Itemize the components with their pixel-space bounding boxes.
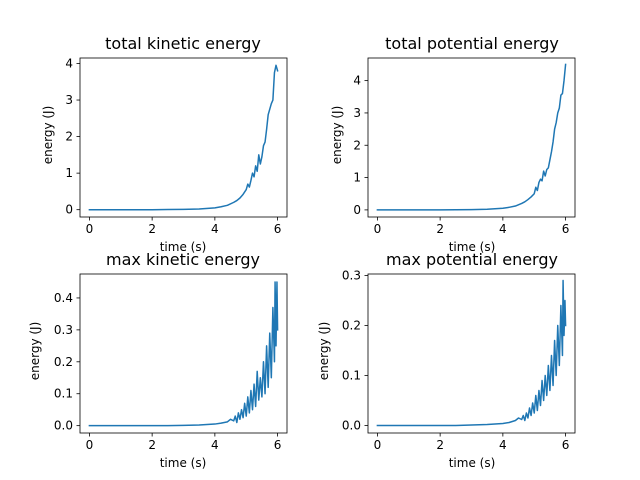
x-axis-label: time (s): [160, 240, 207, 254]
y-tick-label: 0.1: [54, 387, 73, 401]
x-tick-label: 4: [499, 222, 507, 236]
y-tick-label: 0.3: [54, 323, 73, 337]
x-tick-label: 2: [148, 222, 156, 236]
x-tick-label: 6: [274, 222, 282, 236]
panel-max-potential-energy: max potential energy time (s) energy (J)…: [317, 250, 576, 470]
x-tick-label: 2: [436, 438, 444, 452]
y-tick-label: 0.0: [342, 419, 361, 433]
axes-frame: [367, 57, 576, 218]
x-tick-label: 2: [436, 222, 444, 236]
y-axis-label: energy (J): [41, 106, 55, 165]
x-tick-label: 6: [562, 222, 570, 236]
y-tick-label: 0: [65, 203, 73, 217]
y-tick-label: 1: [353, 171, 361, 185]
x-tick-label: 0: [86, 438, 94, 452]
y-tick-label: 0.3: [342, 269, 361, 283]
y-tick-label: 3: [353, 106, 361, 120]
y-tick-label: 0.2: [342, 319, 361, 333]
y-axis-label: energy (J): [28, 322, 42, 381]
panel-total-potential-energy: total potential energy time (s) energy (…: [330, 34, 576, 254]
x-tick-label: 4: [499, 438, 507, 452]
panel-max-kinetic-energy: max kinetic energy time (s) energy (J) 0…: [28, 250, 288, 470]
x-axis-label: time (s): [449, 240, 496, 254]
axes-frame: [79, 273, 288, 434]
x-tick-label: 0: [374, 222, 382, 236]
series-line: [376, 279, 567, 427]
panel-title: max potential energy: [386, 250, 558, 269]
y-tick-label: 4: [65, 56, 73, 70]
series-line: [88, 64, 279, 211]
series-line: [376, 63, 567, 211]
y-tick-label: 1: [65, 166, 73, 180]
panel-title: max kinetic energy: [106, 250, 260, 269]
x-axis-label: time (s): [449, 456, 496, 470]
panel-total-kinetic-energy: total kinetic energy time (s) energy (J)…: [41, 34, 288, 254]
x-tick-label: 6: [274, 438, 282, 452]
y-tick-label: 3: [65, 93, 73, 107]
panel-title: total potential energy: [385, 34, 559, 53]
panel-title: total kinetic energy: [105, 34, 261, 53]
y-tick-label: 0.4: [54, 291, 73, 305]
x-tick-label: 4: [211, 222, 219, 236]
axes-frame: [79, 57, 288, 218]
axes-frame: [367, 273, 576, 434]
y-tick-label: 0: [353, 203, 361, 217]
y-tick-label: 2: [65, 130, 73, 144]
x-tick-label: 0: [374, 438, 382, 452]
x-tick-label: 4: [211, 438, 219, 452]
y-tick-label: 2: [353, 138, 361, 152]
x-tick-label: 6: [562, 438, 570, 452]
y-tick-label: 0.1: [342, 369, 361, 383]
x-tick-label: 0: [86, 222, 94, 236]
y-tick-label: 0.2: [54, 355, 73, 369]
x-axis-label: time (s): [160, 456, 207, 470]
y-tick-label: 0.0: [54, 419, 73, 433]
x-tick-label: 2: [148, 438, 156, 452]
y-axis-label: energy (J): [317, 322, 331, 381]
series-line: [88, 281, 279, 427]
y-axis-label: energy (J): [330, 106, 344, 165]
y-tick-label: 4: [353, 74, 361, 88]
